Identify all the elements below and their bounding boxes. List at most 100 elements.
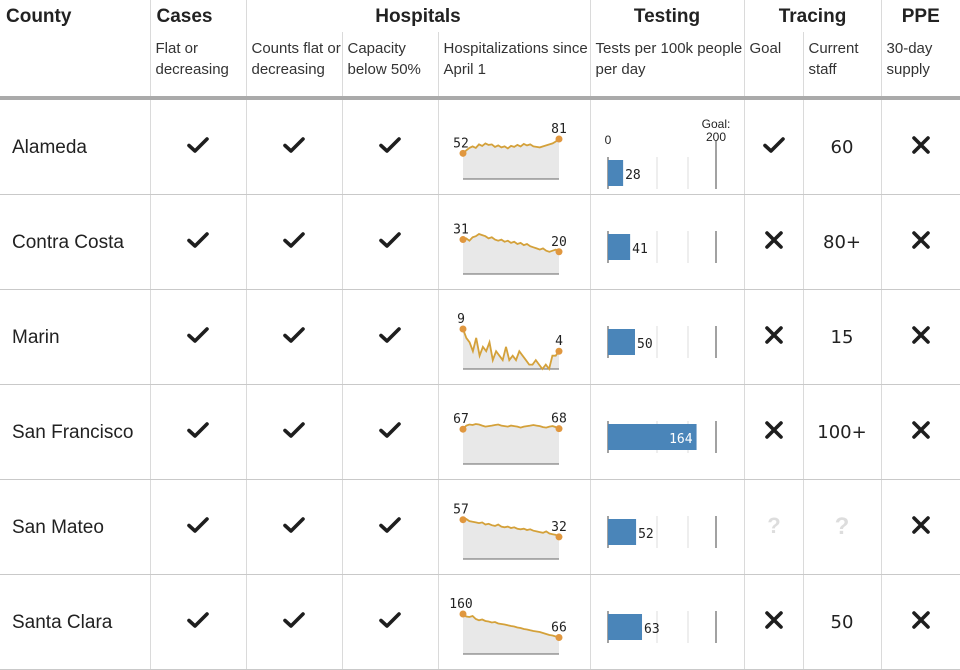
testing-value-label: 28 xyxy=(625,168,641,183)
x-icon xyxy=(911,515,930,534)
header-ppe: PPE xyxy=(880,0,960,32)
testing-axis-zero-label: 0 xyxy=(604,133,611,147)
counts-cell xyxy=(245,574,342,670)
sparkline-start-dot xyxy=(459,236,466,244)
sparkline-start-dot xyxy=(459,516,466,524)
counts-cell xyxy=(245,289,342,385)
check-icon xyxy=(379,421,401,438)
ppe-cell xyxy=(880,384,960,480)
testing-cell: 164 xyxy=(589,384,744,480)
county-name: San Francisco xyxy=(0,384,150,480)
ppe-cell xyxy=(880,289,960,385)
subheader-row: Flat or decreasing Counts flat or decrea… xyxy=(0,32,960,100)
hospitalizations-cell: 52 81 xyxy=(437,98,590,195)
x-icon xyxy=(911,230,930,249)
staff-value: ? xyxy=(834,513,850,540)
sparkline-area xyxy=(462,424,559,464)
check-icon xyxy=(762,136,785,153)
tracing-goal-cell xyxy=(743,194,803,290)
cases-cell xyxy=(149,384,246,480)
testing-bar xyxy=(607,160,623,186)
capacity-cell xyxy=(341,194,438,290)
header-testing: Testing xyxy=(589,0,744,32)
sparkline-start-dot xyxy=(459,610,466,618)
counts-cell xyxy=(245,479,342,575)
check-icon xyxy=(283,421,305,438)
check-icon xyxy=(283,516,305,533)
staff-cell: 80+ xyxy=(802,194,882,290)
question-icon: ? xyxy=(767,513,780,537)
testing-bar xyxy=(607,519,636,545)
ppe-cell xyxy=(880,479,960,575)
table-row: Santa Clara 160 66 63 50 xyxy=(0,574,960,670)
hospitalizations-end-label: 66 xyxy=(551,621,567,636)
ppe-cell xyxy=(880,98,960,195)
subheader-supply: 30-day supply xyxy=(880,32,960,100)
testing-cell: 28 0 Goal: 200 xyxy=(589,98,744,195)
x-icon xyxy=(911,325,930,344)
x-icon xyxy=(764,325,783,344)
testing-value-label: 52 xyxy=(638,527,654,542)
tracing-goal-cell xyxy=(743,289,803,385)
sparkline-area xyxy=(462,139,559,179)
table-row: Alameda 52 81 28 0 Goal: 200 60 xyxy=(0,98,960,195)
sparkline-start-dot xyxy=(459,325,466,333)
check-icon xyxy=(283,136,305,153)
staff-cell: 100+ xyxy=(802,384,882,480)
staff-cell: ? xyxy=(802,479,882,575)
staff-value: 60 xyxy=(830,136,854,158)
testing-bar-chart: 41 xyxy=(607,231,716,263)
sparkline-end-dot xyxy=(555,533,562,541)
subheader-hospitalizations: Hospitalizations since April 1 xyxy=(437,32,590,100)
sparkline-end-dot xyxy=(555,248,562,256)
hospitalizations-cell: 67 68 xyxy=(437,384,590,480)
check-icon xyxy=(187,516,209,533)
testing-cell: 41 xyxy=(589,194,744,290)
subheader-goal: Goal xyxy=(743,32,803,100)
county-name: Contra Costa xyxy=(0,194,150,290)
cases-cell xyxy=(149,194,246,290)
check-icon xyxy=(187,231,209,248)
hospitalizations-sparkline: 94 xyxy=(457,312,563,372)
x-icon xyxy=(764,610,783,629)
staff-value: 15 xyxy=(830,326,854,348)
hospitalizations-sparkline: 67 68 xyxy=(453,412,567,465)
county-name: Alameda xyxy=(0,98,150,195)
hospitalizations-end-label: 20 xyxy=(551,235,567,250)
hospitalizations-cell: 31 20 xyxy=(437,194,590,290)
testing-goal-value: 200 xyxy=(705,130,725,144)
svg-text:?: ? xyxy=(767,513,780,537)
capacity-cell xyxy=(341,289,438,385)
staff-value: 100+ xyxy=(817,421,867,443)
capacity-cell xyxy=(341,574,438,670)
testing-value-label: 50 xyxy=(637,337,653,352)
header-cases: Cases xyxy=(149,0,246,32)
county-name: Santa Clara xyxy=(0,574,150,670)
testing-bar-chart: 63 xyxy=(607,611,716,643)
subheader-capacity: Capacity below 50% xyxy=(341,32,438,100)
sparkline-area xyxy=(462,519,559,559)
check-icon xyxy=(283,231,305,248)
check-icon xyxy=(379,516,401,533)
staff-value: 80+ xyxy=(823,231,861,253)
sparkline-line xyxy=(461,613,559,639)
ppe-cell xyxy=(880,194,960,290)
hospitalizations-end-label: 32 xyxy=(551,520,567,535)
hospitalizations-end-label: 68 xyxy=(551,412,567,427)
check-icon xyxy=(187,326,209,343)
capacity-cell xyxy=(341,384,438,480)
staff-cell: 15 xyxy=(802,289,882,385)
hospitalizations-start-label: 52 xyxy=(453,136,469,151)
hospitalizations-start-label: 160 xyxy=(449,597,472,612)
header-hospitals: Hospitals xyxy=(245,0,590,32)
sparkline-area xyxy=(462,329,559,369)
hospitalizations-sparkline: 31 20 xyxy=(453,223,567,275)
testing-value-label: 164 xyxy=(669,432,693,447)
testing-value-label: 41 xyxy=(632,242,648,257)
sparkline-area xyxy=(462,234,559,274)
subheader-tests: Tests per 100k people per day xyxy=(589,32,744,100)
header-row: County Cases Hospitals Testing Tracing P… xyxy=(0,0,960,32)
sparkline-line xyxy=(462,233,560,253)
x-icon xyxy=(764,420,783,439)
